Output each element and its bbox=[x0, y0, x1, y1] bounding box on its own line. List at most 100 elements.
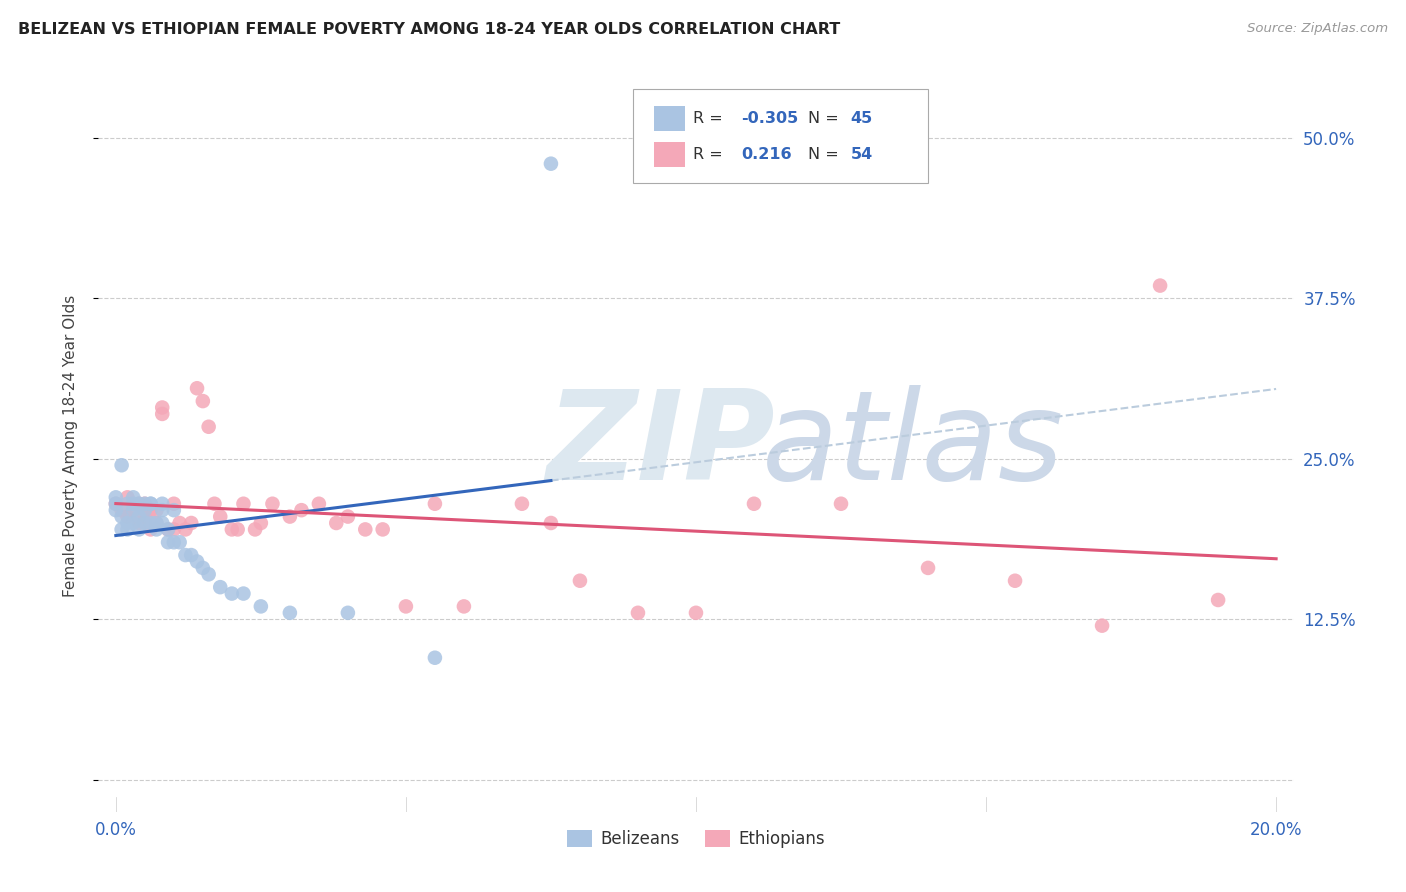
Point bbox=[111, 509, 134, 524]
Point bbox=[1206, 593, 1229, 607]
Point bbox=[685, 606, 707, 620]
Legend: Belizeans, Ethiopians: Belizeans, Ethiopians bbox=[561, 823, 831, 855]
Point bbox=[186, 381, 208, 395]
Point bbox=[1091, 618, 1114, 632]
Point bbox=[104, 497, 127, 511]
Point bbox=[180, 516, 202, 530]
Point bbox=[117, 523, 139, 537]
Point bbox=[145, 503, 167, 517]
Point bbox=[232, 497, 254, 511]
Point bbox=[354, 523, 377, 537]
Point bbox=[278, 509, 301, 524]
Point bbox=[134, 509, 156, 524]
Point bbox=[104, 497, 127, 511]
Point bbox=[163, 497, 186, 511]
Point bbox=[111, 458, 134, 473]
Point bbox=[250, 599, 273, 614]
Point bbox=[174, 523, 197, 537]
Point bbox=[145, 523, 167, 537]
Point bbox=[191, 561, 214, 575]
Point bbox=[250, 516, 273, 530]
Point bbox=[568, 574, 591, 588]
Point bbox=[139, 503, 162, 517]
Point bbox=[336, 509, 359, 524]
Point bbox=[128, 509, 150, 524]
Point bbox=[308, 497, 330, 511]
Point bbox=[134, 497, 156, 511]
Text: Source: ZipAtlas.com: Source: ZipAtlas.com bbox=[1247, 22, 1388, 36]
Point bbox=[221, 586, 243, 600]
Point bbox=[540, 516, 562, 530]
Point bbox=[134, 497, 156, 511]
Point bbox=[117, 491, 139, 505]
Point bbox=[325, 516, 347, 530]
Point bbox=[830, 497, 852, 511]
Point bbox=[134, 516, 156, 530]
Point bbox=[262, 497, 284, 511]
Point bbox=[197, 419, 219, 434]
Point bbox=[145, 516, 167, 530]
Point bbox=[395, 599, 418, 614]
Text: R =: R = bbox=[693, 112, 728, 126]
Point bbox=[128, 497, 150, 511]
Point bbox=[627, 606, 650, 620]
Point bbox=[169, 516, 191, 530]
Point bbox=[150, 407, 173, 421]
Point bbox=[423, 650, 446, 665]
Point bbox=[180, 548, 202, 562]
Point bbox=[290, 503, 312, 517]
Point bbox=[191, 394, 214, 409]
Point bbox=[169, 535, 191, 549]
Text: N =: N = bbox=[808, 147, 845, 161]
Text: BELIZEAN VS ETHIOPIAN FEMALE POVERTY AMONG 18-24 YEAR OLDS CORRELATION CHART: BELIZEAN VS ETHIOPIAN FEMALE POVERTY AMO… bbox=[18, 22, 841, 37]
Point bbox=[742, 497, 765, 511]
Point bbox=[122, 503, 145, 517]
Point bbox=[150, 401, 173, 415]
Point bbox=[139, 523, 162, 537]
Point bbox=[104, 491, 127, 505]
Text: atlas: atlas bbox=[762, 385, 1064, 507]
Point bbox=[163, 535, 186, 549]
Y-axis label: Female Poverty Among 18-24 Year Olds: Female Poverty Among 18-24 Year Olds bbox=[63, 295, 77, 597]
Point bbox=[157, 523, 180, 537]
Point bbox=[186, 554, 208, 568]
Point bbox=[128, 516, 150, 530]
Point bbox=[117, 497, 139, 511]
Text: 45: 45 bbox=[851, 112, 873, 126]
Point bbox=[122, 503, 145, 517]
Point bbox=[150, 503, 173, 517]
Text: 54: 54 bbox=[851, 147, 873, 161]
Point bbox=[150, 497, 173, 511]
Text: ZIP: ZIP bbox=[547, 385, 775, 507]
Point bbox=[917, 561, 939, 575]
Point bbox=[117, 509, 139, 524]
Point bbox=[209, 509, 232, 524]
Point bbox=[128, 497, 150, 511]
Point bbox=[122, 497, 145, 511]
Point bbox=[139, 516, 162, 530]
Point bbox=[336, 606, 359, 620]
Point bbox=[117, 516, 139, 530]
Point bbox=[139, 497, 162, 511]
Point bbox=[540, 157, 562, 171]
Text: -0.305: -0.305 bbox=[741, 112, 799, 126]
Point bbox=[243, 523, 266, 537]
Point bbox=[226, 523, 249, 537]
Text: N =: N = bbox=[808, 112, 845, 126]
Point bbox=[104, 503, 127, 517]
Point bbox=[221, 523, 243, 537]
Point bbox=[122, 491, 145, 505]
Point bbox=[111, 523, 134, 537]
Point bbox=[128, 523, 150, 537]
Point bbox=[209, 580, 232, 594]
Point bbox=[371, 523, 394, 537]
Point bbox=[163, 523, 186, 537]
Point bbox=[134, 503, 156, 517]
Point bbox=[1004, 574, 1026, 588]
Point bbox=[111, 503, 134, 517]
Point bbox=[232, 586, 254, 600]
Point bbox=[145, 516, 167, 530]
Point bbox=[204, 497, 226, 511]
Point bbox=[122, 516, 145, 530]
Point bbox=[174, 548, 197, 562]
